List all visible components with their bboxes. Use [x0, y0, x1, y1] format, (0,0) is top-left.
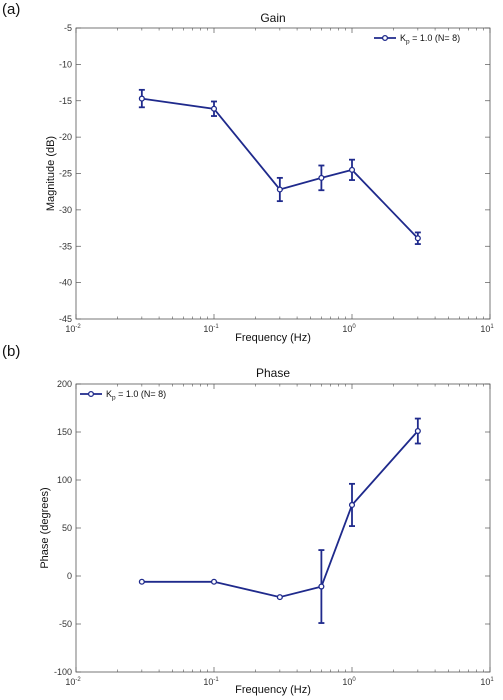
chart-1-data-point: [348, 166, 356, 173]
chart-2-y-tick-label: -50: [59, 619, 72, 629]
chart-1-y-tick-label: -45: [59, 314, 72, 324]
chart-1-y-tick-label: -5: [64, 23, 72, 33]
chart-1-y-tick-label: -40: [59, 278, 72, 288]
chart-2-data-point: [210, 578, 218, 585]
chart-1-data-point: [276, 186, 283, 193]
chart-1-data-point: [210, 105, 218, 112]
chart-2-data-point: [318, 583, 325, 590]
chart-1-panel-label: (a): [2, 1, 20, 18]
chart-2-title: Phase: [256, 366, 290, 380]
chart-2-y-tick-label: 0: [67, 571, 72, 581]
chart-2-axes-frame: [75, 383, 491, 673]
chart-1-y-tick-label: -10: [59, 59, 72, 69]
chart-2-y-tick-label: 50: [62, 523, 72, 533]
chart-2-data-point: [348, 501, 356, 509]
chart-2-y-tick-label: 200: [57, 379, 72, 389]
chart-1-y-axis-label: Magnitude (dB): [45, 136, 57, 211]
chart-1-x-tick-label: 10-2: [65, 324, 81, 334]
chart-1-x-tick-label: 101: [480, 324, 494, 334]
chart-2-x-tick-label: 10-2: [65, 677, 81, 687]
chart-2-x-tick-label: 100: [342, 677, 356, 687]
chart-2-group: (b) Phase 10-2 10-1 100 101 200 150 100 50 0 -50 -10…: [2, 343, 494, 696]
chart-1-legend-marker: [381, 34, 389, 42]
chart-1-axes-frame: [75, 27, 491, 320]
chart-1-y-tick-label: -20: [59, 132, 72, 142]
chart-1-data-point: [318, 174, 325, 181]
chart-2-y-tick-label: 150: [57, 427, 72, 437]
chart-1-x-tick-label: 10-1: [203, 324, 219, 334]
chart-1-title: Gain: [260, 11, 285, 25]
chart-1-group: (a) Gain 10-2 10-1 100 101 -5 -10 -15 -20 -25 -30 -3…: [2, 1, 494, 344]
chart-2-legend-marker: [87, 390, 95, 398]
chart-1-x-tick-label: 100: [342, 324, 356, 334]
chart-2-series-line: [141, 430, 419, 599]
chart-1-y-tick-label: -35: [59, 241, 72, 251]
chart-1-y-tick-label: -30: [59, 205, 72, 215]
chart-2-panel-label: (b): [2, 343, 20, 360]
chart-1-data-point: [414, 235, 421, 242]
chart-2-x-axis-label: Frequency (Hz): [235, 684, 311, 696]
chart-1-legend-label: Kp = 1.0 (N= 8): [400, 33, 460, 46]
chart-2-y-axis-label: Phase (degrees): [39, 487, 51, 568]
chart-2-data-point: [276, 594, 283, 601]
chart-2-legend-label: Kp = 1.0 (N= 8): [106, 389, 166, 402]
chart-1-y-tick-label: -25: [59, 169, 72, 179]
chart-2-data-point: [138, 578, 145, 585]
chart-1-y-tick-label: -15: [59, 96, 72, 106]
chart-1-data-point: [138, 95, 145, 102]
chart-2-y-tick-label: -100: [54, 667, 72, 677]
chart-2-data-point: [414, 427, 421, 435]
chart-2-y-tick-label: 100: [57, 475, 72, 485]
chart-2-x-tick-label: 101: [480, 677, 494, 687]
chart-1-series-line: [141, 97, 419, 239]
chart-2-x-tick-label: 10-1: [203, 677, 219, 687]
chart-1-x-axis-label: Frequency (Hz): [235, 332, 311, 344]
